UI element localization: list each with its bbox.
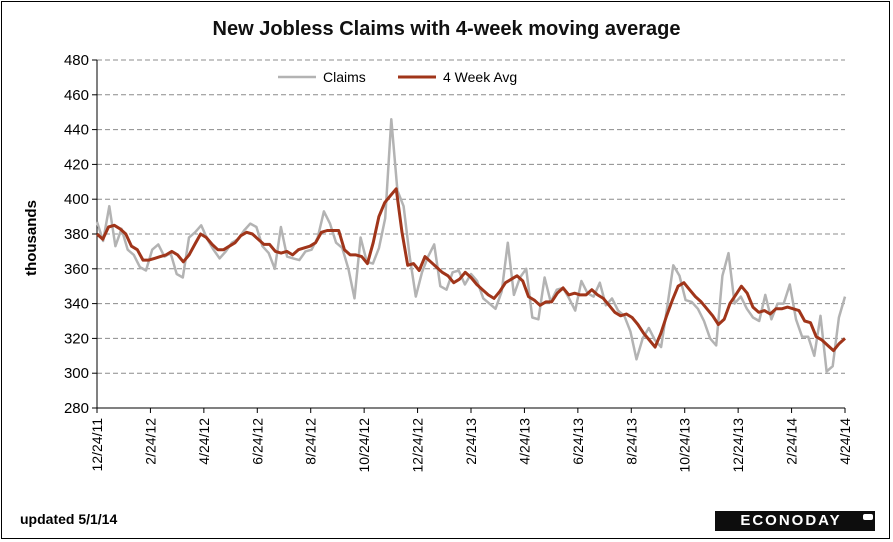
x-tick-label: 12/24/12	[410, 418, 426, 473]
x-tick-label: 10/24/12	[356, 418, 372, 473]
x-tick-label: 8/24/12	[303, 418, 319, 465]
series-lines	[95, 117, 847, 373]
legend: Claims 4 Week Avg	[278, 69, 517, 85]
series-line-claims	[95, 117, 847, 373]
x-tick-label: 4/24/13	[516, 418, 532, 465]
trademark-badge	[863, 514, 873, 520]
y-tick-label: 480	[64, 52, 89, 69]
logo-text: ECONODAY	[740, 512, 842, 529]
y-tick-label: 340	[64, 296, 89, 313]
x-tick-label: 2/24/14	[784, 418, 800, 465]
updated-note: updated 5/1/14	[20, 511, 118, 527]
x-tick-label: 10/24/13	[677, 418, 693, 473]
y-tick-label: 420	[64, 156, 89, 173]
x-tick-label: 2/24/12	[142, 418, 158, 465]
x-tick-label: 4/24/12	[196, 418, 212, 465]
chart-title: New Jobless Claims with 4-week moving av…	[212, 18, 681, 40]
y-tick-label: 460	[64, 87, 89, 104]
x-tick-label: 8/24/13	[623, 418, 639, 465]
econoday-logo: ECONODAY	[715, 511, 875, 531]
x-tick-label: 6/24/13	[570, 418, 586, 465]
y-tick-label: 440	[64, 122, 89, 139]
y-tick-label: 320	[64, 330, 89, 347]
series-line-4-week-avg	[95, 187, 847, 353]
y-tick-labels: 280 300 320 340 360 380 400 420 440 460 480	[64, 52, 89, 417]
y-tick-label: 300	[64, 365, 89, 382]
x-tick-label: 12/24/13	[730, 418, 746, 473]
legend-label: Claims	[323, 69, 366, 85]
x-tick-labels: 12/24/11 2/24/12 4/24/12 6/24/12 8/24/12 10/2…	[89, 418, 853, 473]
legend-label: 4 Week Avg	[443, 69, 517, 85]
gridlines	[97, 59, 845, 374]
y-tick-label: 360	[64, 261, 89, 278]
y-axis-label: thousands	[23, 200, 40, 276]
x-tick-label: 12/24/11	[89, 418, 105, 472]
x-tick-label: 6/24/12	[249, 418, 265, 465]
y-tick-label: 400	[64, 191, 89, 208]
x-tick-label: 2/24/13	[463, 418, 479, 465]
x-tick-label: 4/24/14	[837, 418, 853, 465]
y-tick-label: 280	[64, 400, 89, 417]
y-tick-label: 380	[64, 226, 89, 243]
